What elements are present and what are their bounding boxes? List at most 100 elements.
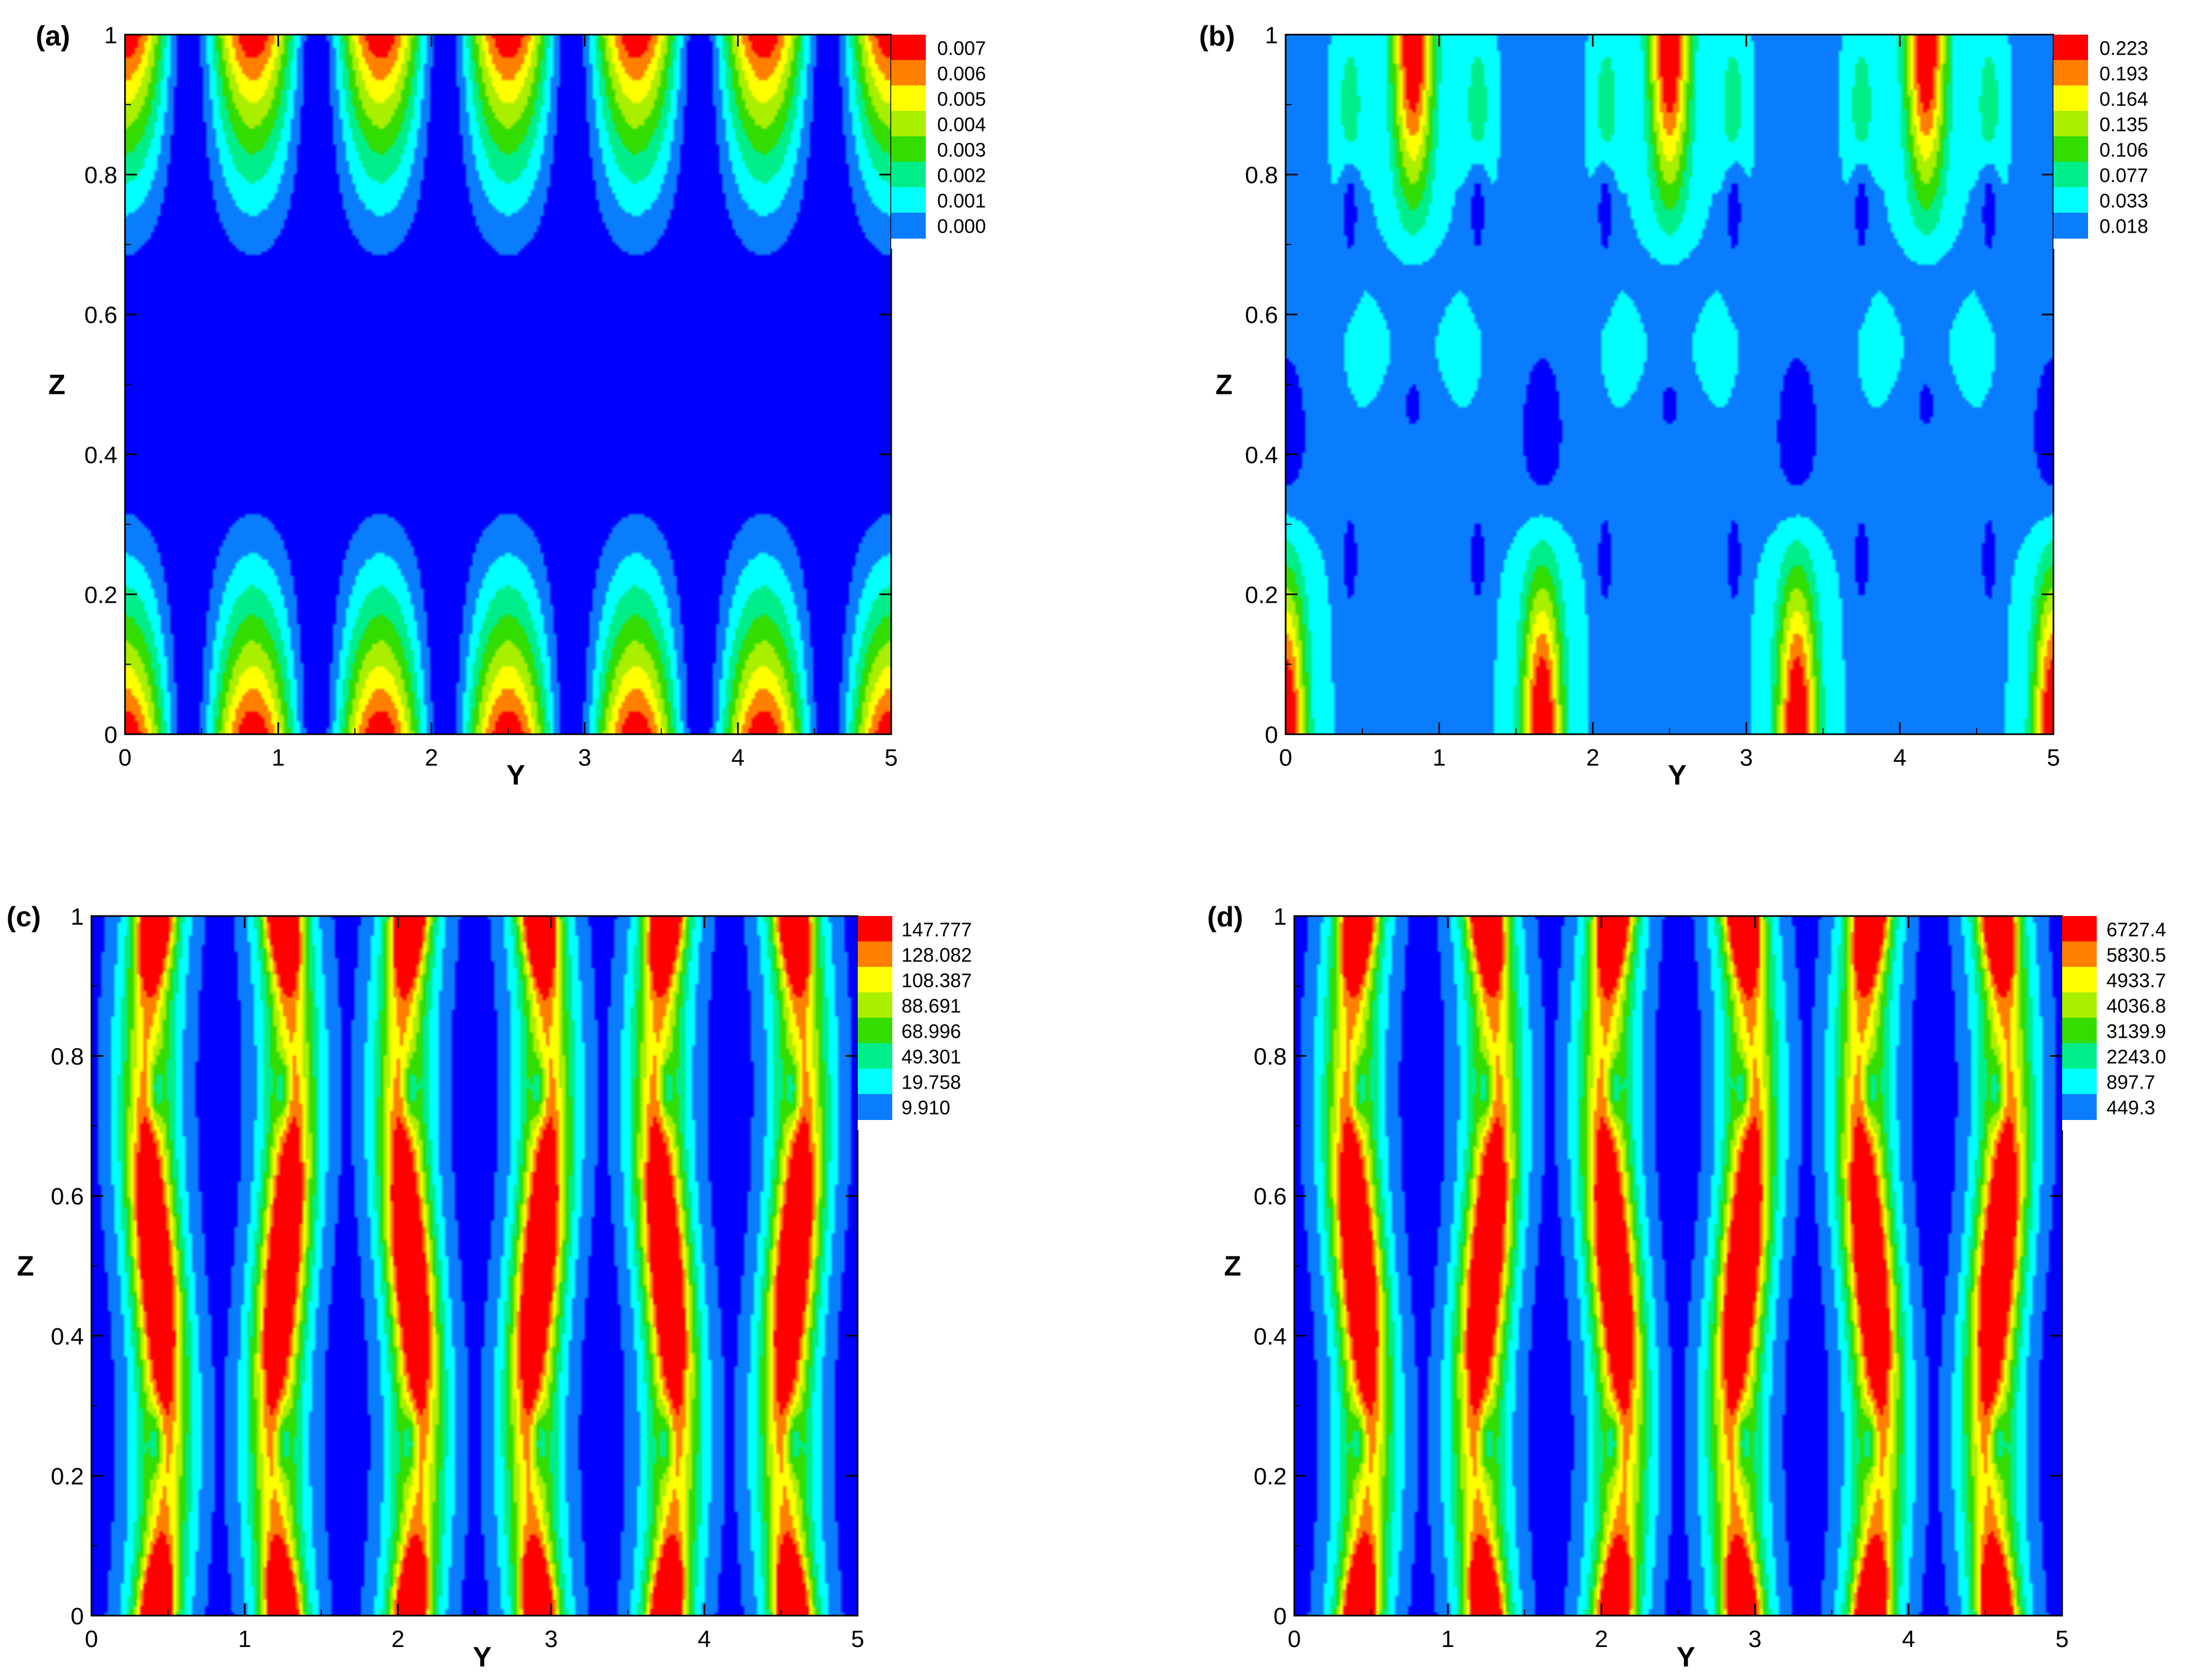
y-axis-title: Z [1224, 1251, 1241, 1282]
legend-level-label: 4036.8 [2106, 995, 2166, 1017]
color-legend: 147.777 128.082 108.387 88.691 68.996 49.301 1… [858, 916, 973, 1130]
contour-field [1286, 35, 2053, 734]
x-tick-label: 3 [1748, 1626, 1761, 1652]
legend-swatch [891, 213, 926, 239]
legend-level-label: 128.082 [901, 944, 972, 966]
legend-level-label: 0.193 [2099, 63, 2148, 85]
panel-2: 0 1 2 3 4 5 0 0.2 0.4 0.6 0.8 1 Y Z (b) 0.223 0.193 0.164… [1199, 21, 2169, 791]
legend-level-label: 449.3 [2106, 1097, 2155, 1119]
x-axis-title: Y [1668, 760, 1687, 791]
legend-level-label: 6727.4 [2106, 919, 2166, 941]
legend-swatch [2053, 35, 2088, 61]
y-tick-label: 0.6 [1245, 302, 1278, 328]
legend-level-label: 0.018 [2099, 215, 2148, 238]
legend-level-label: 49.301 [901, 1046, 961, 1068]
y-tick-label: 0.8 [1245, 162, 1278, 189]
x-tick-label: 1 [1433, 745, 1446, 771]
x-tick-label: 0 [1279, 745, 1292, 771]
legend-level-label: 0.106 [2099, 139, 2148, 161]
y-axis-title: Z [17, 1251, 34, 1282]
color-legend: 0.007 0.006 0.005 0.004 0.003 0.002 0.001 0.000 [891, 35, 1007, 249]
legend-level-label: 0.005 [937, 88, 986, 110]
y-tick-label: 0 [71, 1603, 84, 1630]
x-tick-label: 4 [698, 1626, 711, 1652]
y-tick-label: 1 [1265, 22, 1278, 49]
legend-level-label: 0.223 [2099, 37, 2148, 60]
legend-level-label: 4933.7 [2106, 970, 2166, 992]
x-tick-label: 1 [1441, 1626, 1454, 1652]
y-tick-label: 1 [71, 904, 84, 930]
x-tick-label: 0 [1288, 1626, 1301, 1652]
legend-swatch [891, 60, 926, 86]
legend-level-label: 0.164 [2099, 88, 2148, 110]
legend-swatch [858, 1069, 892, 1095]
x-tick-label: 5 [885, 745, 898, 771]
legend-level-label: 897.7 [2106, 1071, 2155, 1093]
legend-swatch [2062, 1069, 2097, 1095]
panel-label: (b) [1199, 21, 1235, 52]
panel-label: (a) [36, 21, 70, 52]
legend-swatch [858, 1043, 892, 1069]
legend-level-label: 0.006 [937, 63, 986, 85]
y-tick-label: 0.6 [1254, 1183, 1287, 1210]
legend-swatch [858, 941, 892, 967]
y-axis-title: Z [48, 370, 65, 401]
legend-swatch [2062, 916, 2097, 942]
legend-swatch [2053, 136, 2088, 162]
legend-level-label: 0.000 [937, 215, 986, 238]
legend-level-label: 0.003 [937, 139, 986, 161]
legend-swatch [891, 111, 926, 137]
y-tick-label: 0.2 [84, 582, 117, 608]
y-tick-label: 0.8 [84, 162, 117, 189]
legend-swatch [2062, 992, 2097, 1018]
x-axis-title: Y [1676, 1642, 1695, 1673]
legend-level-label: 2243.0 [2106, 1046, 2166, 1068]
legend-swatch [858, 967, 892, 993]
x-axis-title: Y [506, 760, 525, 791]
legend-swatch [2053, 85, 2088, 111]
x-tick-label: 3 [544, 1626, 557, 1652]
legend-swatch [2062, 967, 2097, 993]
x-tick-label: 5 [2056, 1626, 2069, 1652]
legend-swatch [2062, 1018, 2097, 1044]
legend-level-label: 0.135 [2099, 114, 2148, 136]
legend-swatch [858, 916, 892, 942]
y-tick-label: 0.4 [1254, 1323, 1287, 1350]
x-tick-label: 1 [238, 1626, 251, 1652]
legend-swatch [2062, 1043, 2097, 1069]
legend-swatch [858, 992, 892, 1018]
legend-swatch [2062, 941, 2097, 967]
legend-swatch [2053, 111, 2088, 137]
x-tick-label: 0 [85, 1626, 98, 1652]
legend-level-label: 0.077 [2099, 164, 2148, 187]
y-tick-label: 0 [1274, 1603, 1287, 1630]
legend-swatch [891, 136, 926, 162]
y-tick-label: 1 [104, 22, 117, 49]
y-tick-label: 0.6 [51, 1183, 84, 1210]
x-tick-label: 3 [1740, 745, 1753, 771]
legend-level-label: 147.777 [901, 919, 972, 941]
legend-swatch [2053, 187, 2088, 213]
legend-level-label: 9.910 [901, 1097, 950, 1119]
x-tick-label: 2 [391, 1626, 404, 1652]
x-tick-label: 3 [578, 745, 591, 771]
x-tick-label: 5 [2047, 745, 2060, 771]
x-tick-label: 0 [118, 745, 131, 771]
legend-level-label: 0.033 [2099, 190, 2148, 212]
legend-level-label: 68.996 [901, 1020, 961, 1043]
y-tick-label: 0.4 [1245, 442, 1278, 469]
legend-swatch [2062, 1094, 2097, 1120]
legend-level-label: 0.002 [937, 164, 986, 187]
x-tick-label: 4 [1902, 1626, 1915, 1652]
color-legend: 6727.4 5830.5 4933.7 4036.8 3139.9 2243.0 897.… [2062, 916, 2178, 1130]
legend-level-label: 0.004 [937, 114, 986, 136]
color-legend: 0.223 0.193 0.164 0.135 0.106 0.077 0.033 0.018 [2053, 35, 2169, 249]
panel-4: 0 1 2 3 4 5 0 0.2 0.4 0.6 0.8 1 Y Z (d) 6727.4 5830.5 493… [1207, 901, 2178, 1673]
y-axis-title: Z [1215, 370, 1233, 401]
panel-label: (c) [6, 901, 41, 933]
y-tick-label: 0.2 [51, 1463, 84, 1490]
y-tick-label: 0 [104, 722, 117, 748]
y-tick-label: 0.6 [84, 302, 117, 328]
